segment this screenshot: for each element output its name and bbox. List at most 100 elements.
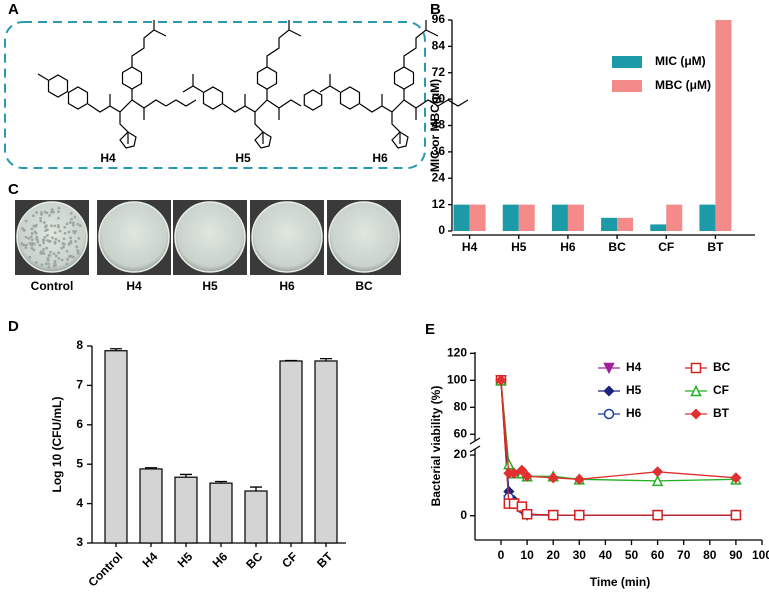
bond — [131, 20, 167, 67]
legend-label: MIC (μM) — [655, 54, 706, 68]
y-axis-label: Log 10 (CFU/mL) — [50, 397, 64, 493]
colony — [57, 210, 60, 214]
x-tick-label: H6 — [210, 549, 231, 570]
bond — [165, 99, 197, 107]
bond — [37, 73, 49, 81]
bar — [174, 476, 198, 544]
y-tick-label: 60 — [432, 91, 446, 105]
colony — [70, 217, 73, 221]
colony — [53, 224, 57, 228]
marker — [651, 474, 664, 487]
bar — [244, 490, 268, 544]
colony — [24, 246, 28, 250]
marker — [730, 472, 742, 484]
marker — [574, 509, 585, 521]
bond — [182, 74, 204, 93]
y-tick-label: 100 — [447, 372, 467, 386]
colony — [65, 222, 69, 226]
bar — [650, 224, 667, 231]
colony — [66, 258, 69, 261]
legend-marker — [690, 408, 702, 420]
colony — [63, 231, 67, 235]
legend-marker — [603, 362, 615, 375]
error-bar — [110, 348, 122, 351]
colony — [44, 229, 47, 232]
colony — [65, 249, 69, 253]
colony — [67, 230, 71, 234]
colony — [32, 224, 36, 228]
bar — [601, 217, 618, 231]
y-tick-label: 72 — [432, 65, 446, 79]
bar — [567, 204, 584, 231]
colony — [54, 254, 58, 258]
colony — [60, 246, 64, 250]
colony — [45, 211, 49, 215]
bar — [209, 482, 233, 544]
bond — [391, 89, 439, 120]
colony — [71, 223, 75, 227]
bar — [551, 204, 568, 231]
bond — [222, 94, 264, 144]
bond — [359, 94, 401, 144]
y-tick-label: 96 — [432, 12, 446, 26]
x-tick-label: 60 — [651, 548, 665, 562]
colony — [56, 224, 60, 227]
colony — [53, 240, 57, 244]
plate-label: H5 — [202, 279, 218, 293]
colony — [42, 238, 46, 242]
x-tick-label: BC — [243, 549, 265, 571]
plate — [98, 201, 170, 273]
y-tick-label: 120 — [447, 346, 467, 360]
bond — [303, 89, 323, 111]
x-tick-label: 30 — [573, 548, 587, 562]
x-tick-label: 80 — [703, 548, 717, 562]
legend-label: BT — [713, 406, 730, 420]
y-tick-label: 0 — [438, 223, 445, 237]
colony — [68, 221, 72, 224]
x-tick-label: 70 — [677, 548, 691, 562]
y-tick-label: 48 — [432, 118, 446, 132]
error-bar — [145, 467, 157, 469]
axis-break — [469, 445, 481, 453]
panel-label: D — [8, 318, 19, 335]
colony — [46, 239, 50, 242]
colony — [74, 229, 77, 233]
bar — [502, 204, 519, 231]
x-tick-label: 50 — [625, 548, 639, 562]
y-tick-label: 24 — [432, 170, 446, 184]
x-tick-label: Control — [85, 549, 125, 589]
plate-label: Control — [31, 279, 74, 293]
panel-label: E — [425, 321, 435, 338]
x-tick-label: BC — [608, 240, 626, 254]
colony — [30, 246, 34, 250]
colony — [42, 241, 45, 245]
x-tick-label: H4 — [462, 240, 478, 254]
legend-swatch — [612, 80, 642, 92]
colony — [38, 243, 42, 247]
bond — [87, 94, 129, 144]
colony — [20, 241, 24, 245]
bond — [339, 86, 361, 110]
colony — [44, 224, 48, 227]
colony — [62, 242, 66, 246]
colony — [44, 262, 48, 266]
bond — [266, 20, 302, 67]
legend-swatch — [612, 56, 642, 68]
marker — [521, 470, 533, 482]
series-line — [500, 380, 736, 516]
bond — [121, 66, 143, 90]
bond — [319, 74, 341, 93]
structure-label: H6 — [372, 151, 388, 165]
colony — [69, 236, 72, 240]
y-tick-label: 80 — [454, 399, 468, 413]
error-bar — [250, 486, 262, 491]
colony — [58, 229, 62, 233]
bar — [699, 204, 716, 231]
legend-label: MBC (μM) — [655, 78, 711, 92]
colony — [76, 249, 80, 252]
colony — [69, 211, 73, 215]
colony — [68, 254, 72, 258]
marker — [573, 473, 585, 485]
error-bar — [180, 473, 192, 478]
y-tick-label: 7 — [76, 378, 83, 392]
